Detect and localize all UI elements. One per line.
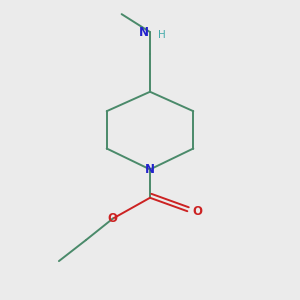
Text: N: N [139, 26, 148, 38]
Text: H: H [158, 30, 166, 40]
Text: N: N [145, 163, 155, 176]
Text: O: O [108, 212, 118, 225]
Text: O: O [193, 205, 203, 218]
